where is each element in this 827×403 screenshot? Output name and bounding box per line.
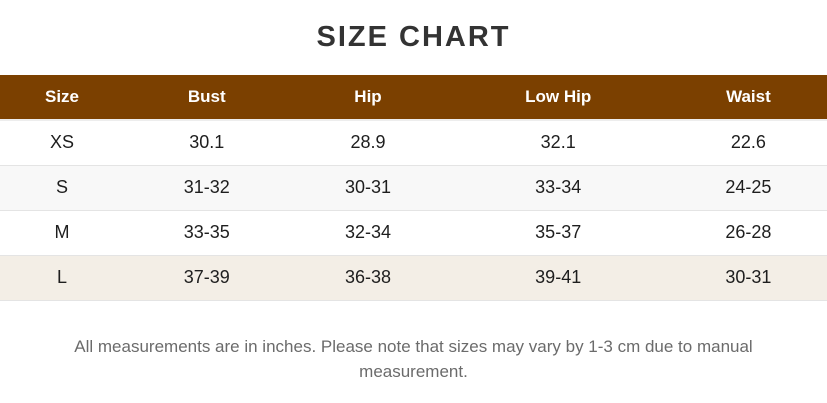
- size-label: S: [0, 165, 125, 211]
- table-row-m: M 33-35 32-34 35-37 26-28: [0, 210, 827, 256]
- column-header-low-hip: Low Hip: [446, 75, 670, 121]
- bust-value: 31-32: [124, 165, 290, 211]
- size-chart-page: SIZE CHART Size Bust Hip Low Hip Waist X…: [0, 21, 827, 403]
- column-header-hip: Hip: [289, 75, 447, 121]
- bust-value: 33-35: [124, 210, 290, 256]
- table-row-l: L 37-39 36-38 39-41 30-31: [0, 255, 827, 301]
- page-title: SIZE CHART: [316, 21, 511, 53]
- waist-value: 24-25: [669, 165, 827, 211]
- hip-value: 32-34: [289, 210, 447, 256]
- size-chart-table: Size Bust Hip Low Hip Waist XS 30.1 28.9…: [0, 75, 827, 301]
- low-hip-value: 39-41: [446, 255, 670, 301]
- size-label: M: [0, 210, 125, 256]
- hip-value: 30-31: [289, 165, 447, 211]
- size-label: XS: [0, 120, 125, 166]
- hip-value: 36-38: [289, 255, 447, 301]
- table-row-xs: XS 30.1 28.9 32.1 22.6: [0, 120, 827, 166]
- header-row: Size Bust Hip Low Hip Waist: [0, 75, 827, 121]
- bust-value: 30.1: [124, 120, 290, 166]
- measurement-note: All measurements are in inches. Please n…: [74, 336, 753, 381]
- column-header-waist: Waist: [669, 75, 827, 121]
- low-hip-value: 35-37: [446, 210, 670, 256]
- column-header-bust: Bust: [124, 75, 290, 121]
- table-row-s: S 31-32 30-31 33-34 24-25: [0, 165, 827, 211]
- column-header-size: Size: [0, 75, 125, 121]
- bust-value: 37-39: [124, 255, 290, 301]
- low-hip-value: 33-34: [446, 165, 670, 211]
- size-label: L: [0, 255, 125, 301]
- low-hip-value: 32.1: [446, 120, 670, 166]
- waist-value: 26-28: [669, 210, 827, 256]
- waist-value: 30-31: [669, 255, 827, 301]
- hip-value: 28.9: [289, 120, 447, 166]
- waist-value: 22.6: [669, 120, 827, 166]
